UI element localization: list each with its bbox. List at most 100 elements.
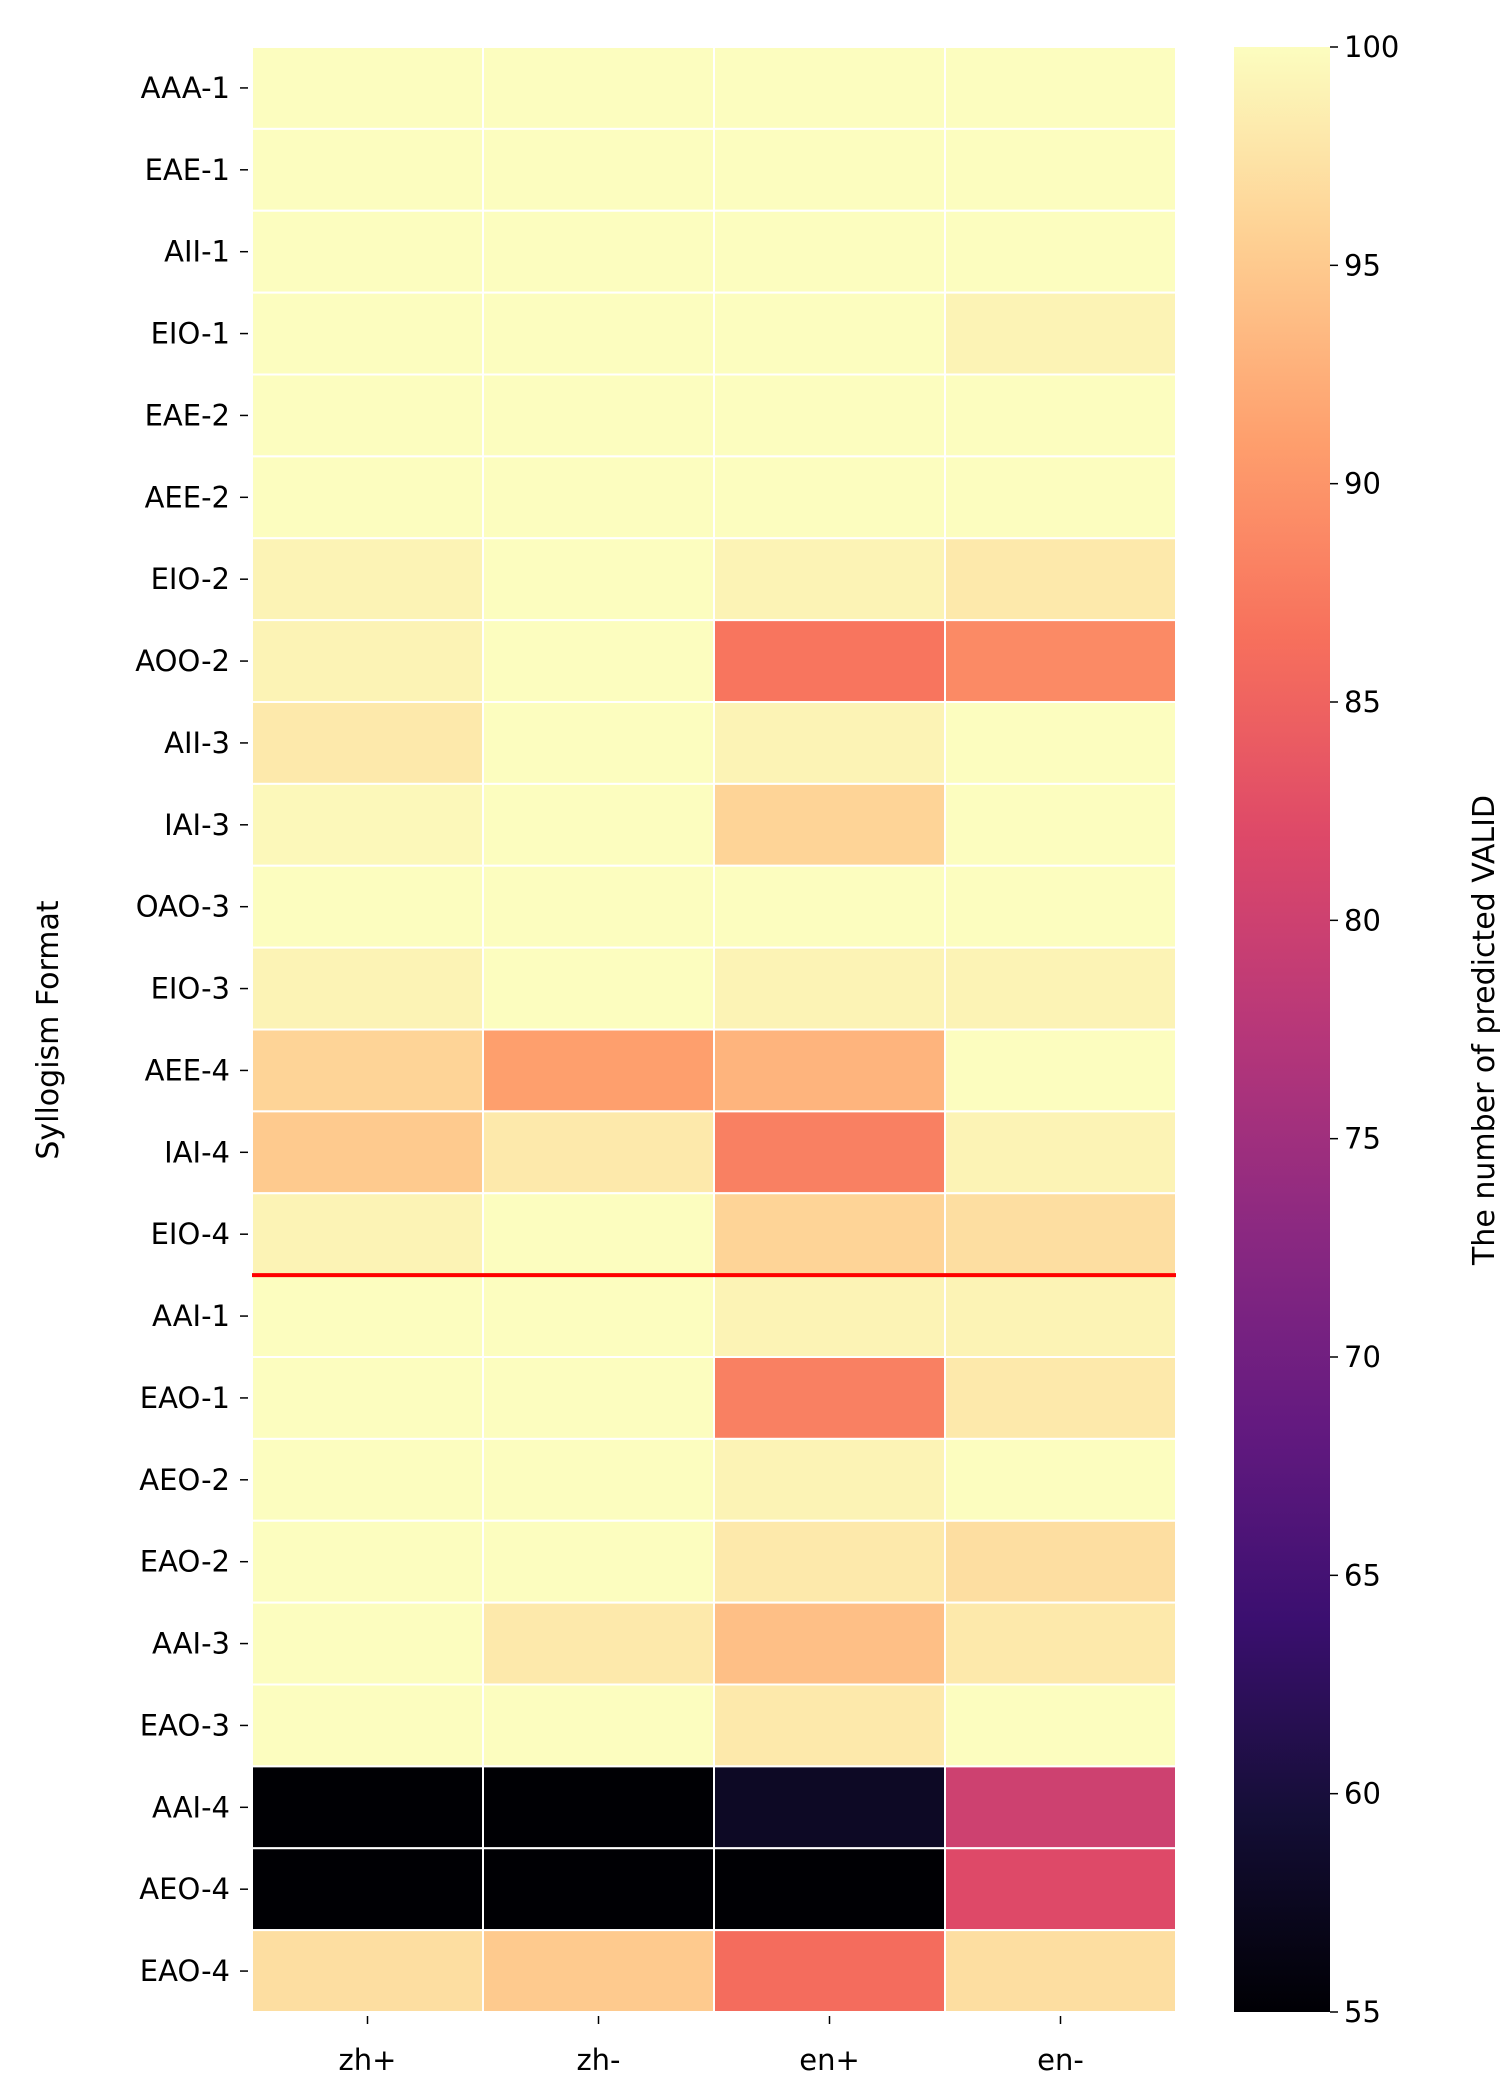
- heatmap-cell: [944, 1274, 1177, 1358]
- colorbar: [1234, 47, 1330, 2012]
- heatmap-cell: [482, 537, 715, 622]
- heatmap-cells: [251, 46, 1177, 2013]
- heatmap-cell: [482, 127, 715, 212]
- heatmap-cell: [713, 1601, 946, 1686]
- colorbar-tick-label: 100: [1344, 30, 1399, 64]
- heatmap-cell: [944, 946, 1177, 1031]
- heatmap-cell: [713, 1847, 946, 1932]
- heatmap-cell: [482, 1519, 715, 1604]
- colorbar-ticks: 55 60 65 70 75 80 85 90 95 100: [1330, 30, 1399, 2029]
- heatmap-cell: [944, 1192, 1177, 1277]
- heatmap-cell: [251, 1356, 484, 1440]
- heatmap-cell: [482, 1110, 715, 1195]
- heatmap-cell: [944, 1601, 1177, 1686]
- heatmap-cell: [251, 619, 484, 703]
- heatmap-cell: [482, 946, 715, 1031]
- heatmap-cell: [482, 291, 715, 376]
- heatmap-cell: [713, 782, 946, 867]
- y-tick-label: AII-3: [164, 726, 230, 760]
- y-tick-label: AAA-1: [141, 71, 230, 105]
- colorbar-tick-label: 85: [1344, 685, 1381, 719]
- y-tick-label: AEE-4: [145, 1053, 230, 1087]
- heatmap-cell: [251, 291, 484, 376]
- heatmap-cell: [713, 1683, 946, 1768]
- heatmap-cell: [944, 209, 1177, 294]
- colorbar-tick-label: 95: [1344, 248, 1381, 282]
- heatmap-cell: [944, 373, 1177, 458]
- heatmap-cell: [713, 1028, 946, 1113]
- heatmap-cell: [482, 1601, 715, 1686]
- heatmap-cell: [251, 1847, 484, 1932]
- heatmap-cell: [482, 1192, 715, 1277]
- y-tick-label: EIO-3: [151, 972, 230, 1006]
- heatmap-cell: [713, 46, 946, 130]
- heatmap-cell: [713, 455, 946, 540]
- y-tick-label: AAI-1: [152, 1299, 230, 1333]
- heatmap-cell: [482, 619, 715, 703]
- heatmap-cell: [251, 1683, 484, 1768]
- y-tick-label: IAI-4: [164, 1135, 230, 1169]
- y-tick-label: AEO-2: [139, 1463, 230, 1497]
- heatmap-cell: [251, 1028, 484, 1113]
- heatmap-cell: [713, 537, 946, 622]
- heatmap-cell: [482, 1929, 715, 2013]
- colorbar-tick-label: 75: [1344, 1122, 1381, 1156]
- y-tick-label: EAO-4: [140, 1954, 230, 1988]
- heatmap-cell: [944, 1929, 1177, 2013]
- y-tick-label: EAO-1: [140, 1381, 230, 1415]
- heatmap-cell: [713, 1929, 946, 2013]
- heatmap-cell: [482, 1683, 715, 1768]
- heatmap-cell: [482, 1356, 715, 1440]
- heatmap-cell: [482, 864, 715, 949]
- y-tick-label: IAI-3: [164, 808, 230, 842]
- heatmap-cell: [251, 537, 484, 622]
- colorbar-tick-label: 90: [1344, 467, 1381, 501]
- heatmap-cell: [482, 46, 715, 130]
- heatmap-cell: [482, 1765, 715, 1850]
- heatmap-cell: [482, 1437, 715, 1522]
- heatmap-cell: [482, 701, 715, 785]
- x-tick-label: en+: [799, 2043, 860, 2077]
- heatmap-cell: [251, 1274, 484, 1358]
- heatmap-cell: [251, 127, 484, 212]
- y-axis-label: Syllogism Format: [31, 900, 66, 1160]
- heatmap-cell: [713, 1765, 946, 1850]
- heatmap-cell: [251, 782, 484, 867]
- heatmap-cell: [251, 46, 484, 130]
- colorbar-tick-label: 65: [1344, 1558, 1381, 1592]
- heatmap-cell: [251, 1437, 484, 1522]
- heatmap-cell: [713, 127, 946, 212]
- heatmap-cell: [944, 291, 1177, 376]
- x-tick-label: zh+: [339, 2043, 397, 2077]
- heatmap-cell: [944, 1028, 1177, 1113]
- heatmap-cell: [713, 946, 946, 1031]
- heatmap-cell: [944, 619, 1177, 703]
- heatmap-cell: [251, 1601, 484, 1686]
- colorbar-tick-label: 60: [1344, 1777, 1381, 1811]
- heatmap-cell: [251, 1929, 484, 2013]
- heatmap-cell: [713, 701, 946, 785]
- heatmap-cell: [713, 1519, 946, 1604]
- y-tick-label: EAE-1: [145, 153, 230, 187]
- heatmap-cell: [251, 1765, 484, 1850]
- heatmap-cell: [944, 1847, 1177, 1932]
- heatmap-cell: [944, 701, 1177, 785]
- heatmap-cell: [251, 209, 484, 294]
- heatmap-cell: [251, 1192, 484, 1277]
- heatmap-cell: [944, 455, 1177, 540]
- x-tick-labels: zh+ zh-en+ en-: [339, 2016, 1084, 2077]
- heatmap-cell: [251, 455, 484, 540]
- heatmap-cell: [713, 619, 946, 703]
- heatmap-cell: [944, 127, 1177, 212]
- y-tick-label: AEE-2: [145, 480, 230, 514]
- heatmap-cell: [944, 1356, 1177, 1440]
- heatmap-cell: [251, 1110, 484, 1195]
- heatmap-cell: [713, 291, 946, 376]
- heatmap-cell: [251, 864, 484, 949]
- heatmap-cell: [482, 1028, 715, 1113]
- y-tick-label: EAO-2: [140, 1545, 230, 1579]
- heatmap-cell: [944, 537, 1177, 622]
- heatmap-cell: [482, 373, 715, 458]
- heatmap-cell: [251, 701, 484, 785]
